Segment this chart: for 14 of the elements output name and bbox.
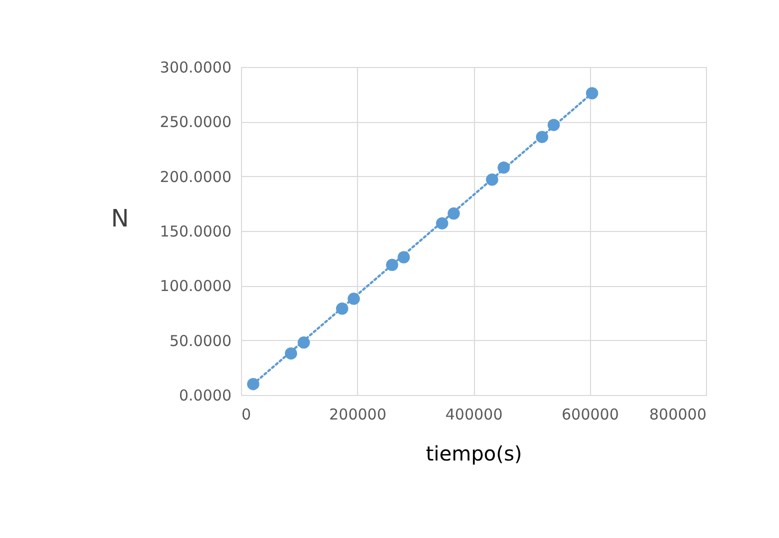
y-tick-label: 200.0000 (160, 168, 232, 186)
x-axis-title: tiempo(s) (426, 442, 522, 466)
x-tick-label: 0 (242, 406, 252, 424)
y-axis-title: N (110, 204, 129, 232)
x-tick-label: 400000 (445, 406, 503, 424)
y-tick-label: 250.0000 (160, 113, 232, 132)
y-tick-label: 0.0000 (179, 386, 232, 404)
y-tick-label: 300.0000 (160, 58, 232, 76)
y-tick-label: 100.0000 (160, 277, 232, 296)
x-tick-label: 600000 (562, 406, 619, 424)
x-tick-label: 200000 (329, 406, 386, 424)
y-tick-label: 50.0000 (169, 332, 232, 350)
x-tick-label: 800000 (649, 406, 706, 424)
y-tick-label: 150.0000 (160, 222, 232, 240)
